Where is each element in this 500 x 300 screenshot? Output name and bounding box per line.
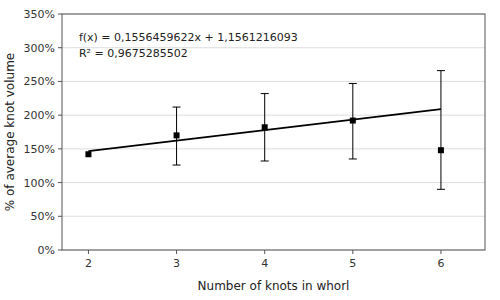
x-tick-label: 2 <box>85 257 92 270</box>
x-tick <box>264 250 265 254</box>
error-bar <box>437 71 445 190</box>
x-tick-label: 6 <box>437 257 444 270</box>
data-point <box>262 124 268 130</box>
y-tick-label: 150% <box>24 143 55 156</box>
annotations: f(x) = 0,1556459622x + 1,1561216093 R² = … <box>79 31 298 60</box>
y-tick <box>58 81 62 82</box>
data-point <box>350 118 356 124</box>
x-tick-label: 3 <box>173 257 180 270</box>
data-point <box>85 151 91 157</box>
plot-frame <box>62 14 485 250</box>
data-point <box>174 132 180 138</box>
y-tick-label: 200% <box>24 109 55 122</box>
y-tick <box>58 250 62 251</box>
y-axis-label: % of average knot volume <box>3 53 17 211</box>
y-tick-label: 250% <box>24 75 55 88</box>
error-bar <box>349 83 357 159</box>
y-tick <box>58 47 62 48</box>
x-axis-label: Number of knots in whorl <box>198 279 350 293</box>
y-tick <box>58 14 62 15</box>
axes: 0% 50% 100% 150% 200% 250% 300% 350% 2 3 4 5 6 <box>24 8 485 270</box>
error-bar-stem <box>440 71 441 190</box>
grid-line <box>62 182 485 183</box>
x-tick <box>176 250 177 254</box>
y-tick-label: 350% <box>24 8 55 21</box>
error-bar-cap <box>173 107 181 108</box>
chart-svg: 0% 50% 100% 150% 200% 250% 300% 350% 2 3 4 5 6 Number… <box>0 0 500 300</box>
error-bar-cap <box>173 165 181 166</box>
error-bar-cap <box>437 189 445 190</box>
grid-line <box>62 115 485 116</box>
error-bar <box>173 107 181 165</box>
chart-container: 0% 50% 100% 150% 200% 250% 300% 350% 2 3 4 5 6 Number… <box>0 0 500 300</box>
annotation: f(x) = 0,1556459622x + 1,1561216093 <box>79 31 298 44</box>
grid-line <box>62 148 485 149</box>
error-bar-cap <box>349 158 357 159</box>
y-tick-label: 100% <box>24 177 55 190</box>
x-tick <box>352 250 353 254</box>
x-tick-label: 4 <box>261 257 268 270</box>
y-tick <box>58 115 62 116</box>
x-tick <box>440 250 441 254</box>
error-bar-cap <box>437 70 445 71</box>
y-tick-label: 50% <box>31 210 55 223</box>
y-tick <box>58 182 62 183</box>
y-tick <box>58 148 62 149</box>
y-tick-label: 300% <box>24 42 55 55</box>
marks <box>85 71 445 190</box>
y-tick <box>58 216 62 217</box>
grid-line <box>62 81 485 82</box>
error-bar-cap <box>349 83 357 84</box>
error-bar <box>261 94 269 161</box>
grid <box>62 14 485 250</box>
y-tick-label: 0% <box>38 244 55 257</box>
error-bar-cap <box>261 160 269 161</box>
annotation: R² = 0,9675285502 <box>79 47 188 60</box>
grid-line <box>62 216 485 217</box>
background <box>0 0 500 300</box>
x-tick <box>88 250 89 254</box>
error-bar-cap <box>261 93 269 94</box>
x-tick-label: 5 <box>349 257 356 270</box>
data-point <box>438 147 444 153</box>
